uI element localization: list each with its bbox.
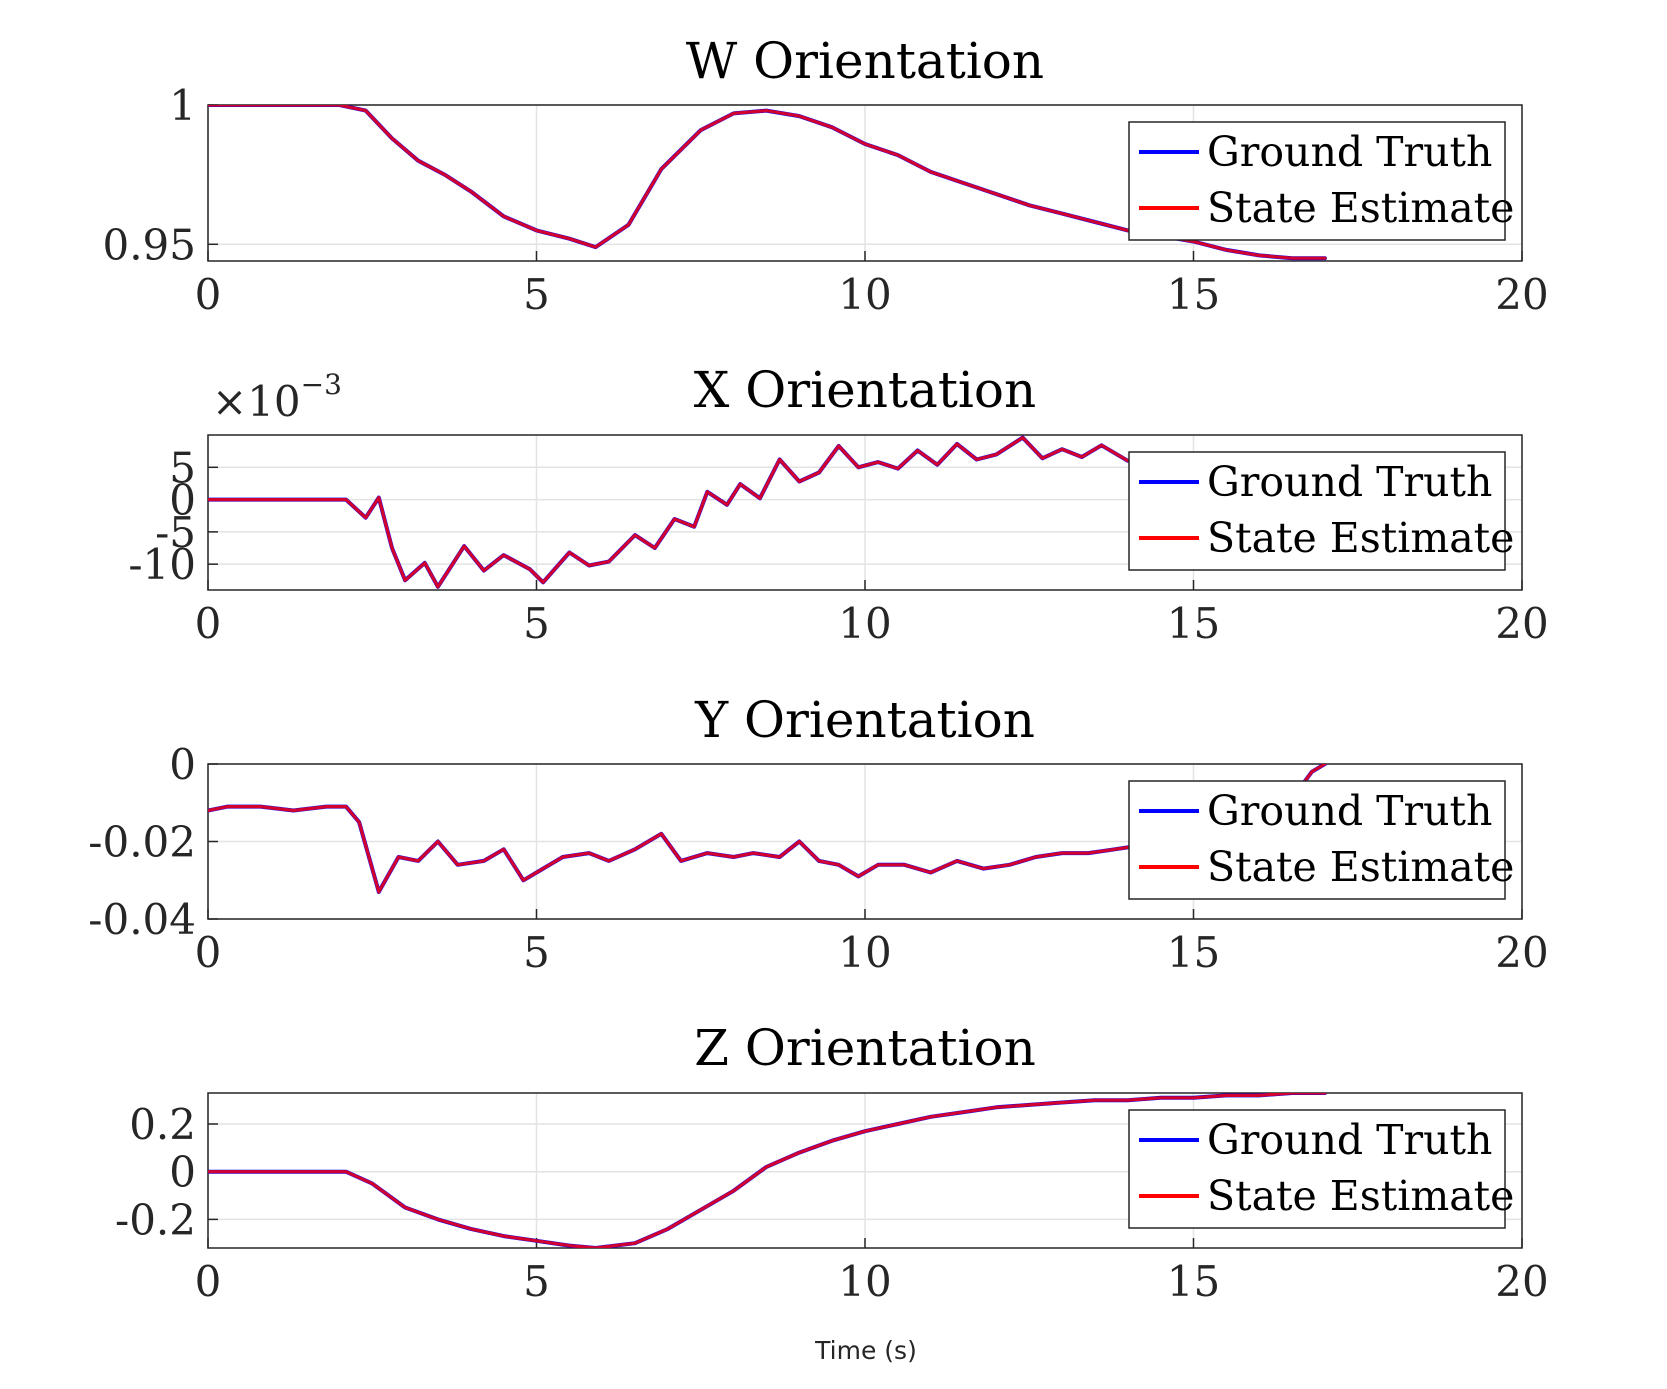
x-tick-label: 10 bbox=[838, 1257, 891, 1306]
legend-label-state-estimate: State Estimate bbox=[1207, 843, 1514, 891]
legend-label-state-estimate: State Estimate bbox=[1207, 184, 1514, 232]
legend-label-state-estimate: State Estimate bbox=[1207, 1172, 1514, 1220]
x-tick-label: 5 bbox=[523, 1257, 550, 1306]
legend-label-ground-truth: Ground Truth bbox=[1207, 1116, 1492, 1164]
y-tick-label: 1 bbox=[169, 81, 196, 130]
x-tick-label: 0 bbox=[195, 1257, 222, 1306]
legend-label-ground-truth: Ground Truth bbox=[1207, 787, 1492, 835]
state-estimate-line bbox=[208, 1093, 1327, 1248]
legend-box bbox=[1128, 451, 1506, 571]
legend: Ground Truth State Estimate bbox=[1128, 451, 1514, 571]
x-tick-label: 10 bbox=[838, 599, 891, 648]
x-tick-label: 15 bbox=[1167, 1257, 1220, 1306]
y-tick-label: 0.95 bbox=[102, 220, 196, 269]
x-tick-label: 20 bbox=[1495, 270, 1548, 319]
y-tick-label: 0 bbox=[169, 740, 196, 789]
legend: Ground Truth State Estimate bbox=[1128, 780, 1514, 900]
x-tick-label: 10 bbox=[838, 928, 891, 977]
y-exponent-power: −3 bbox=[301, 368, 342, 401]
state-estimate-line bbox=[208, 436, 1327, 589]
y-tick-label: 0 bbox=[169, 1148, 196, 1197]
x-tick-label: 15 bbox=[1167, 270, 1220, 319]
legend-label-ground-truth: Ground Truth bbox=[1207, 128, 1492, 176]
y-tick-label: 0.2 bbox=[129, 1100, 196, 1149]
subplot-title: Y Orientation bbox=[694, 691, 1035, 749]
subplot-3: Y Orientation 0 5 10 15 20 0 -0.02 -0.04 Ground T… bbox=[88, 691, 1548, 977]
y-tick-label: -10 bbox=[128, 540, 196, 589]
y-exponent-label: ×10−3 bbox=[212, 368, 342, 426]
x-tick-label: 5 bbox=[523, 928, 550, 977]
legend-box bbox=[1128, 121, 1506, 241]
legend-box bbox=[1128, 1109, 1506, 1229]
y-tick-label: -0.02 bbox=[88, 818, 196, 867]
legend: Ground Truth State Estimate bbox=[1128, 121, 1514, 241]
subplot-title: W Orientation bbox=[686, 32, 1044, 90]
x-tick-label: 10 bbox=[838, 270, 891, 319]
x-axis-label: Time (s) bbox=[814, 1336, 917, 1365]
y-tick-label: 0 bbox=[169, 476, 196, 525]
y-tick-label: -5 bbox=[155, 508, 196, 557]
x-tick-label: 0 bbox=[195, 928, 222, 977]
x-tick-label: 20 bbox=[1495, 599, 1548, 648]
legend-label-ground-truth: Ground Truth bbox=[1207, 458, 1492, 506]
subplot-title: Z Orientation bbox=[694, 1019, 1036, 1077]
x-tick-label: 20 bbox=[1495, 1257, 1548, 1306]
legend-label-state-estimate: State Estimate bbox=[1207, 514, 1514, 562]
x-tick-label: 0 bbox=[195, 270, 222, 319]
legend: Ground Truth State Estimate bbox=[1128, 1109, 1514, 1229]
y-tick-label: 5 bbox=[169, 443, 196, 492]
subplot-title: X Orientation bbox=[694, 361, 1036, 419]
y-tick-label: -0.04 bbox=[88, 895, 196, 944]
x-tick-label: 20 bbox=[1495, 928, 1548, 977]
x-tick-label: 15 bbox=[1167, 599, 1220, 648]
subplot-1: W Orientation 0 5 10 15 20 1 0.95 Ground Truth St… bbox=[102, 32, 1548, 319]
x-tick-label: 0 bbox=[195, 599, 222, 648]
y-tick-label: -0.2 bbox=[115, 1195, 196, 1244]
legend-box bbox=[1128, 780, 1506, 900]
x-tick-label: 5 bbox=[523, 270, 550, 319]
x-tick-label: 15 bbox=[1167, 928, 1220, 977]
x-tick-label: 5 bbox=[523, 599, 550, 648]
